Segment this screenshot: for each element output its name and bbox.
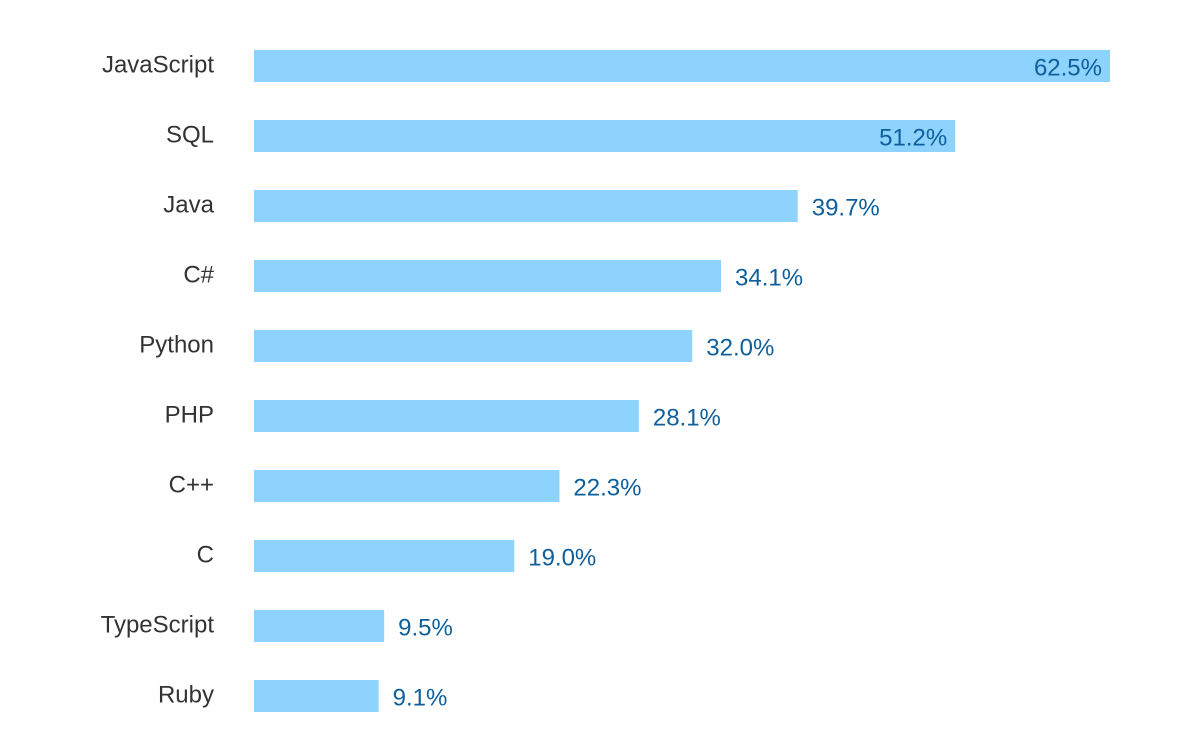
category-label: PHP	[165, 401, 214, 428]
bar-row: Python 32.0%	[139, 330, 774, 362]
bar-row: Java 39.7%	[163, 190, 880, 222]
category-label: C#	[183, 261, 214, 288]
value-label: 34.1%	[735, 264, 803, 291]
category-label: Python	[139, 331, 214, 358]
bar	[254, 50, 1110, 82]
category-label: C++	[169, 471, 214, 498]
bar	[254, 120, 956, 152]
bar-row: C# 34.1%	[183, 260, 803, 292]
bar	[254, 190, 798, 222]
bar	[254, 680, 379, 712]
value-label: 9.1%	[393, 684, 448, 711]
bar	[254, 470, 560, 502]
category-label: Ruby	[158, 681, 214, 708]
value-label: 62.5%	[1034, 54, 1102, 81]
value-label: 9.5%	[398, 614, 453, 641]
category-label: SQL	[166, 121, 214, 148]
bar-row: TypeScript 9.5%	[101, 610, 453, 642]
value-label: 51.2%	[879, 124, 947, 151]
value-label: 22.3%	[573, 474, 641, 501]
bar	[254, 610, 385, 642]
bar	[254, 330, 693, 362]
bar	[254, 540, 515, 572]
bar-row: SQL 51.2%	[166, 120, 956, 152]
bar-row: Ruby 9.1%	[158, 680, 447, 712]
value-label: 39.7%	[812, 194, 880, 221]
category-label: JavaScript	[102, 51, 214, 78]
category-label: C	[197, 541, 214, 568]
bar-row: JavaScript 62.5%	[102, 50, 1110, 82]
bar	[254, 400, 639, 432]
value-label: 32.0%	[706, 334, 774, 361]
bar-row: C++ 22.3%	[169, 470, 641, 502]
bar	[254, 260, 722, 292]
value-label: 19.0%	[528, 544, 596, 571]
bar-row: PHP 28.1%	[165, 400, 721, 432]
category-label: Java	[163, 191, 214, 218]
category-label: TypeScript	[101, 611, 215, 638]
value-label: 28.1%	[653, 404, 721, 431]
bar-row: C 19.0%	[197, 540, 596, 572]
